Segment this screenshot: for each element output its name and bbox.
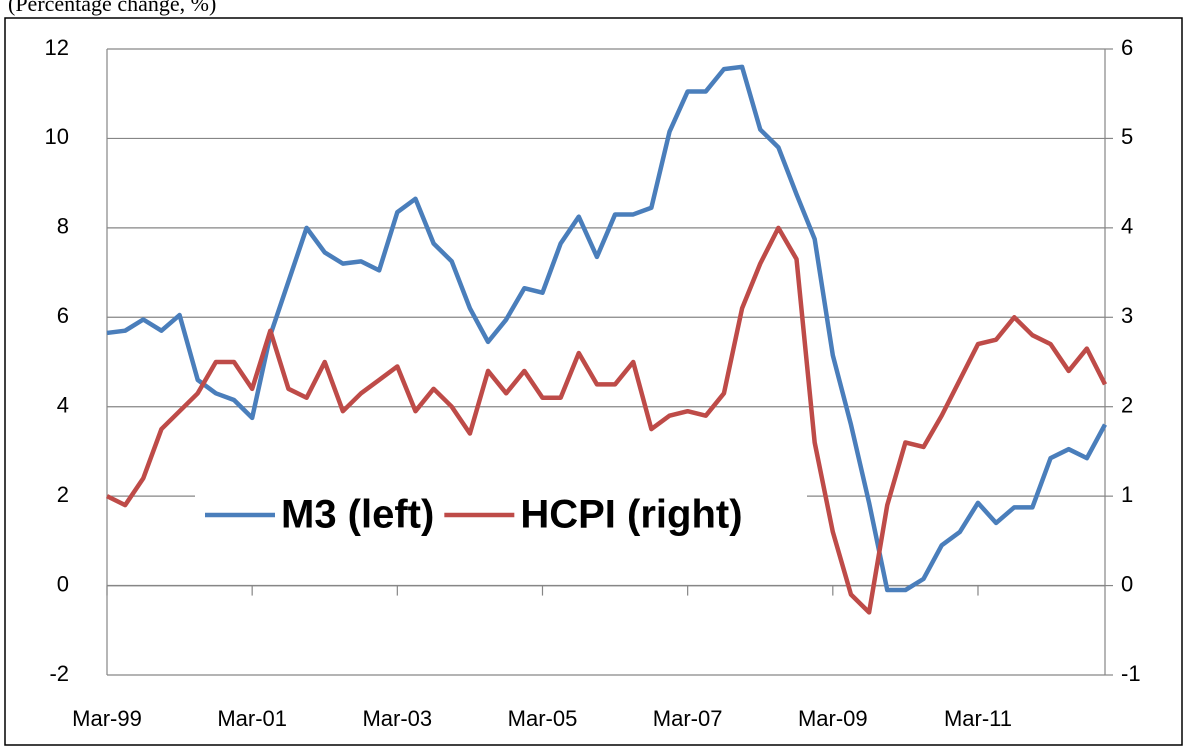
y2-tick-label: 4 [1121,214,1133,239]
legend: M3 (left) HCPI (right) [195,480,807,550]
y-tick-label: 0 [57,571,69,596]
chart-title: (Percentage change, %) [8,0,216,16]
x-tick-label: Mar-11 [944,706,1012,731]
y-tick-label: 4 [57,393,69,418]
series-line [106,64,1107,593]
y-tick-label: 8 [57,214,69,239]
x-tick-label: Mar-99 [72,706,142,731]
y-tick-label: 2 [57,482,69,507]
x-tick-label: Mar-05 [508,706,578,731]
y2-tick-label: -1 [1121,661,1141,686]
x-tick-label: Mar-01 [217,706,287,731]
y-tick-label: -2 [49,661,69,686]
y-tick-label: 10 [45,124,69,149]
y2-tick-label: 3 [1121,303,1133,328]
y2-tick-label: 0 [1121,571,1133,596]
y2-tick-label: 6 [1121,35,1133,60]
legend-label: HCPI (right) [520,493,742,537]
legend-label: M3 (left) [281,493,434,537]
series-line [106,225,1108,615]
frame [4,17,1183,746]
y-tick-label: 6 [57,303,69,328]
x-tick-label: Mar-03 [362,706,432,731]
y2-tick-label: 5 [1121,124,1133,149]
y2-tick-label: 2 [1121,393,1133,418]
y2-tick-label: 1 [1121,482,1133,507]
y-tick-label: 12 [45,35,69,60]
x-tick-label: Mar-09 [798,706,868,731]
x-tick-label: Mar-07 [653,706,723,731]
